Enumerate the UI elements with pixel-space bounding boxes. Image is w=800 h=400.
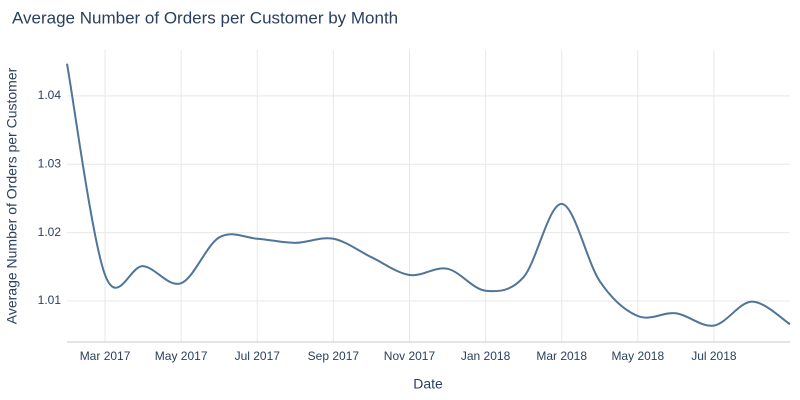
x-tick-label: Jul 2018 [691, 349, 737, 363]
y-tick-label: 1.02 [38, 225, 62, 239]
x-tick-label: Mar 2017 [80, 349, 131, 363]
y-tick-label: 1.03 [38, 156, 62, 170]
y-axis-label: Average Number of Orders per Customer [4, 67, 20, 324]
x-tick-label: May 2017 [155, 349, 208, 363]
chart-title: Average Number of Orders per Customer by… [12, 8, 398, 27]
line-series [66, 63, 791, 327]
x-tick-label: Jan 2018 [461, 349, 511, 363]
x-tick-label: Mar 2018 [536, 349, 587, 363]
y-tick-label: 1.04 [38, 88, 62, 102]
x-tick-label: Sep 2017 [308, 349, 360, 363]
y-tick-label: 1.01 [38, 293, 62, 307]
x-tick-label: Jul 2017 [235, 349, 281, 363]
x-axis-label: Date [413, 376, 443, 392]
x-tick-label: May 2018 [611, 349, 664, 363]
x-tick-label: Nov 2017 [384, 349, 436, 363]
